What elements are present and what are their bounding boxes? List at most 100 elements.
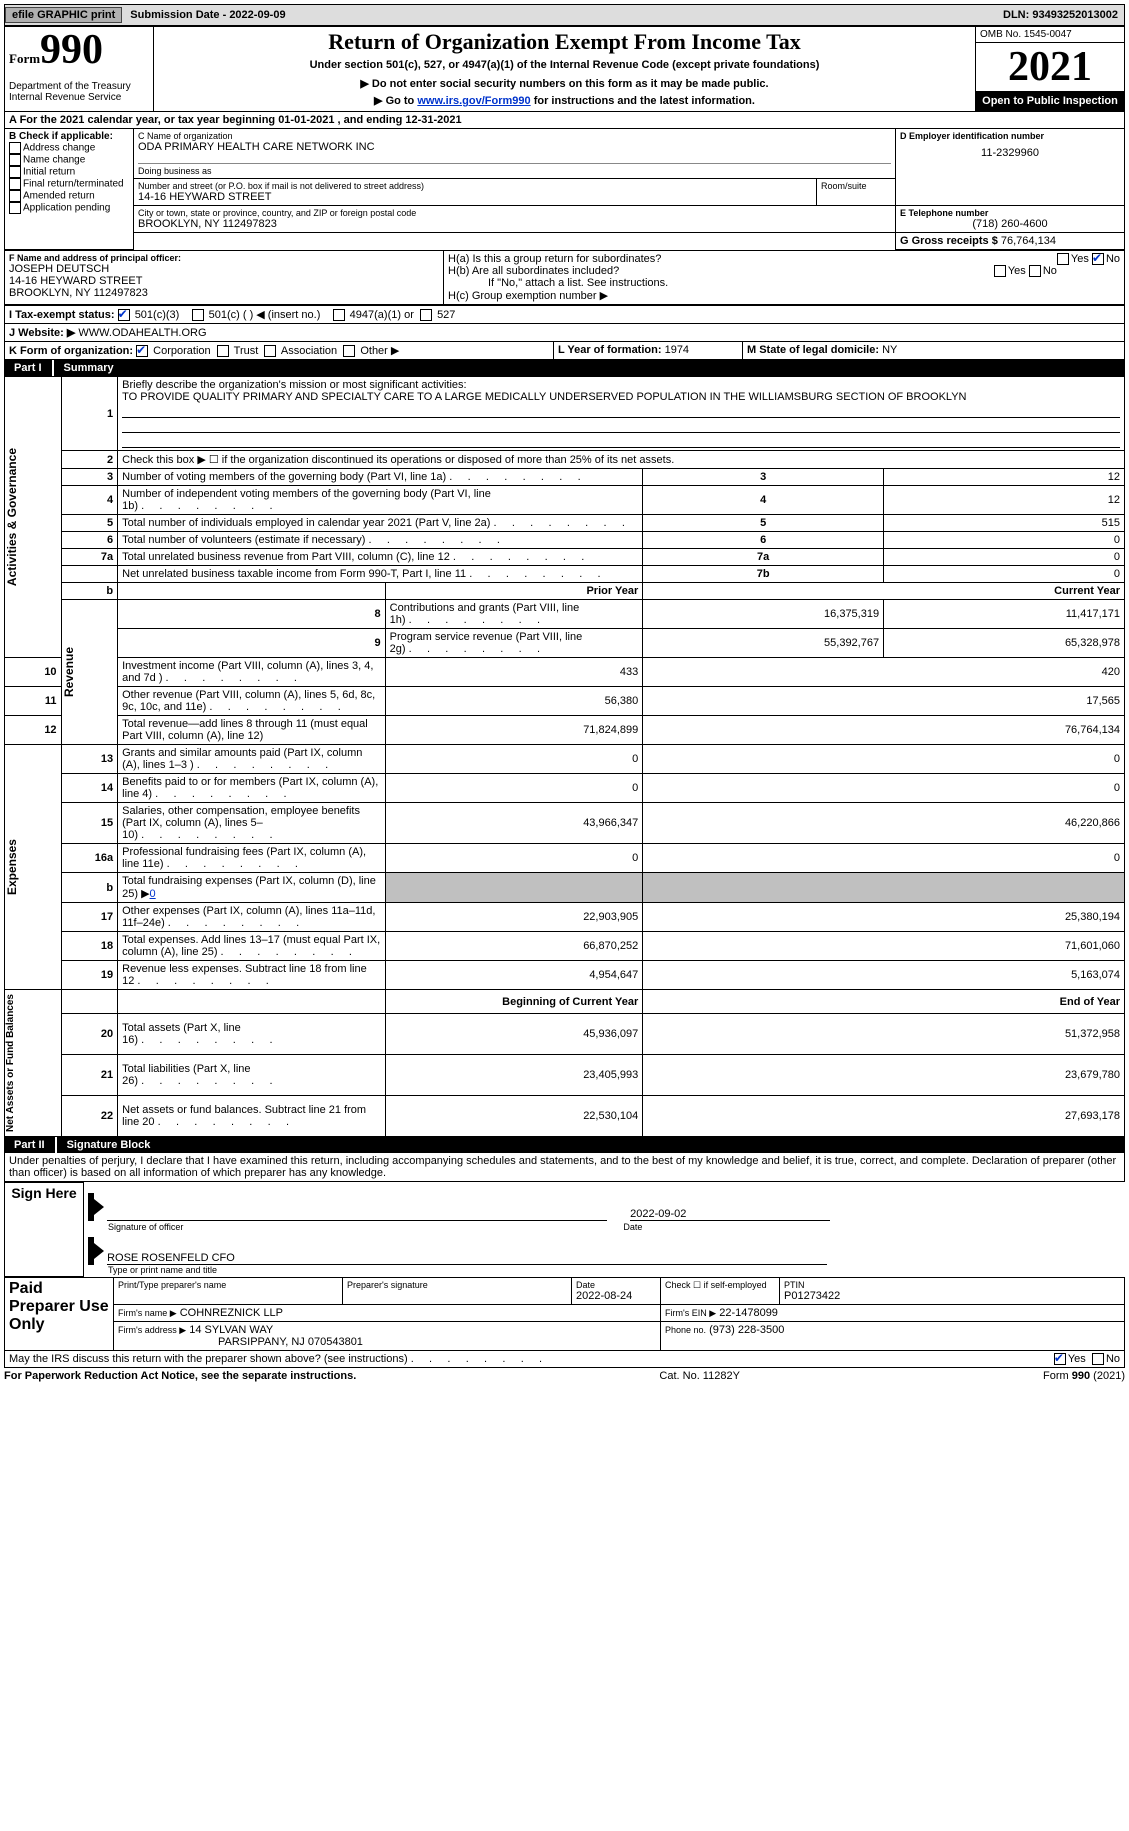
officer-block: F Name and address of principal officer:… — [4, 250, 1125, 305]
ptin-value: P01273422 — [784, 1290, 1120, 1302]
section-c-name-label: C Name of organization — [138, 131, 891, 141]
state-domicile: NY — [882, 344, 897, 356]
officer-city: BROOKLYN, NY 112497823 — [9, 287, 439, 299]
section-d-label: D Employer identification number — [900, 131, 1120, 141]
line21-current: 23,679,780 — [643, 1055, 1125, 1096]
line11-current: 17,565 — [643, 687, 1125, 716]
line14-current: 0 — [643, 774, 1125, 803]
prep-date: 2022-08-24 — [576, 1290, 656, 1302]
line7a-label: Total unrelated business revenue from Pa… — [118, 549, 643, 566]
checkbox-association[interactable] — [264, 345, 276, 357]
checkbox-amended-return[interactable]: Amended return — [9, 190, 129, 202]
prior-year-header: Prior Year — [385, 583, 643, 600]
cat-no: Cat. No. 11282Y — [659, 1370, 740, 1382]
section-j-label: J Website: ▶ — [9, 327, 75, 339]
line21-prior: 23,405,993 — [385, 1055, 643, 1096]
section-m-label: M State of legal domicile: — [747, 344, 879, 356]
section-b-label: B Check if applicable: — [9, 131, 129, 142]
line7a-value: 0 — [884, 549, 1125, 566]
line11-label: Other revenue (Part VIII, column (A), li… — [118, 687, 386, 716]
line8-current: 11,417,171 — [884, 600, 1125, 629]
page-footer: For Paperwork Reduction Act Notice, see … — [4, 1368, 1125, 1382]
line17-current: 25,380,194 — [643, 903, 1125, 932]
discuss-no[interactable] — [1092, 1353, 1104, 1365]
checkbox-other[interactable] — [343, 345, 355, 357]
street-label: Number and street (or P.O. box if mail i… — [138, 181, 812, 191]
side-expenses: Expenses — [5, 835, 19, 899]
checkbox-527[interactable] — [420, 309, 432, 321]
line9-prior: 55,392,767 — [643, 629, 884, 658]
section-hc: H(c) Group exemption number ▶ — [448, 289, 1120, 302]
checkbox-initial-return[interactable]: Initial return — [9, 166, 129, 178]
line3-value: 12 — [884, 469, 1125, 486]
check-self-employed[interactable]: Check ☐ if self-employed — [661, 1278, 780, 1305]
checkbox-corporation[interactable] — [136, 345, 148, 357]
form-number: Form990 — [9, 29, 149, 71]
efile-print-button[interactable]: efile GRAPHIC print — [5, 7, 122, 23]
firm-ein-label: Firm's EIN ▶ — [665, 1308, 716, 1318]
line6-label: Total number of volunteers (estimate if … — [118, 532, 643, 549]
section-e-label: E Telephone number — [900, 208, 1120, 218]
section-g-label: G Gross receipts $ — [900, 235, 998, 247]
line16a-prior: 0 — [385, 844, 643, 873]
line18-prior: 66,870,252 — [385, 932, 643, 961]
city-value: BROOKLYN, NY 112497823 — [138, 218, 891, 230]
firm-phone-label: Phone no. — [665, 1325, 706, 1335]
status-block: I Tax-exempt status: 501(c)(3) 501(c) ( … — [4, 305, 1125, 360]
prep-sig-label: Preparer's signature — [347, 1280, 567, 1290]
irs-link[interactable]: www.irs.gov/Form990 — [417, 95, 530, 107]
side-revenue: Revenue — [62, 643, 76, 701]
year-formation: 1974 — [665, 344, 689, 356]
part1-header: Part I Summary — [4, 360, 1125, 376]
checkbox-4947[interactable] — [333, 309, 345, 321]
line22-prior: 22,530,104 — [385, 1096, 643, 1137]
line15-label: Salaries, other compensation, employee b… — [118, 803, 386, 844]
checkbox-501c3[interactable] — [118, 309, 130, 321]
officer-name: JOSEPH DEUTSCH — [9, 263, 439, 275]
sig-officer-label: Signature of officer — [108, 1222, 183, 1232]
line14-prior: 0 — [385, 774, 643, 803]
line16b-label: Total fundraising expenses (Part IX, col… — [118, 873, 386, 903]
firm-addr-label: Firm's address ▶ — [118, 1325, 186, 1335]
line4-label: Number of independent voting members of … — [118, 486, 643, 515]
line10-current: 420 — [643, 658, 1125, 687]
section-hb: H(b) Are all subordinates included? Yes … — [448, 265, 1120, 277]
line10-label: Investment income (Part VIII, column (A)… — [118, 658, 386, 687]
line8-prior: 16,375,319 — [643, 600, 884, 629]
line7b-label: Net unrelated business taxable income fr… — [118, 566, 643, 583]
paperwork-notice: For Paperwork Reduction Act Notice, see … — [4, 1370, 356, 1382]
room-label: Room/suite — [821, 181, 891, 191]
type-name-label: Type or print name and title — [108, 1265, 1121, 1275]
line10-prior: 433 — [385, 658, 643, 687]
section-hb-note: If "No," attach a list. See instructions… — [488, 277, 1120, 289]
sig-date-label: Date — [623, 1222, 642, 1232]
firm-addr1: 14 SYLVAN WAY — [189, 1324, 273, 1336]
gross-receipts: 76,764,134 — [1001, 235, 1056, 247]
line7b-value: 0 — [884, 566, 1125, 583]
checkbox-name-change[interactable]: Name change — [9, 154, 129, 166]
section-i-label: I Tax-exempt status: — [9, 309, 115, 321]
phone-value: (718) 260-4600 — [900, 218, 1120, 230]
sig-date: 2022-09-02 — [630, 1208, 830, 1221]
ptin-label: PTIN — [784, 1280, 1120, 1290]
line18-label: Total expenses. Add lines 13–17 (must eq… — [118, 932, 386, 961]
section-a-tax-year: A For the 2021 calendar year, or tax yea… — [4, 112, 1125, 128]
checkbox-application-pending[interactable]: Application pending — [9, 202, 129, 214]
line16a-current: 0 — [643, 844, 1125, 873]
line8-label: Contributions and grants (Part VIII, lin… — [385, 600, 643, 629]
checkbox-501c[interactable] — [192, 309, 204, 321]
discuss-yes[interactable] — [1054, 1353, 1066, 1365]
form-note1: ▶ Do not enter social security numbers o… — [158, 77, 971, 90]
line16a-label: Professional fundraising fees (Part IX, … — [118, 844, 386, 873]
line5-value: 515 — [884, 515, 1125, 532]
line15-prior: 43,966,347 — [385, 803, 643, 844]
line12-current: 76,764,134 — [643, 716, 1125, 745]
checkbox-address-change[interactable]: Address change — [9, 142, 129, 154]
line19-label: Revenue less expenses. Subtract line 18 … — [118, 961, 386, 990]
line20-current: 51,372,958 — [643, 1014, 1125, 1055]
form-footer: Form 990 (2021) — [1043, 1370, 1125, 1382]
checkbox-final-return[interactable]: Final return/terminated — [9, 178, 129, 190]
checkbox-trust[interactable] — [217, 345, 229, 357]
firm-name: COHNREZNICK LLP — [180, 1307, 283, 1319]
omb-number: OMB No. 1545-0047 — [976, 27, 1125, 43]
